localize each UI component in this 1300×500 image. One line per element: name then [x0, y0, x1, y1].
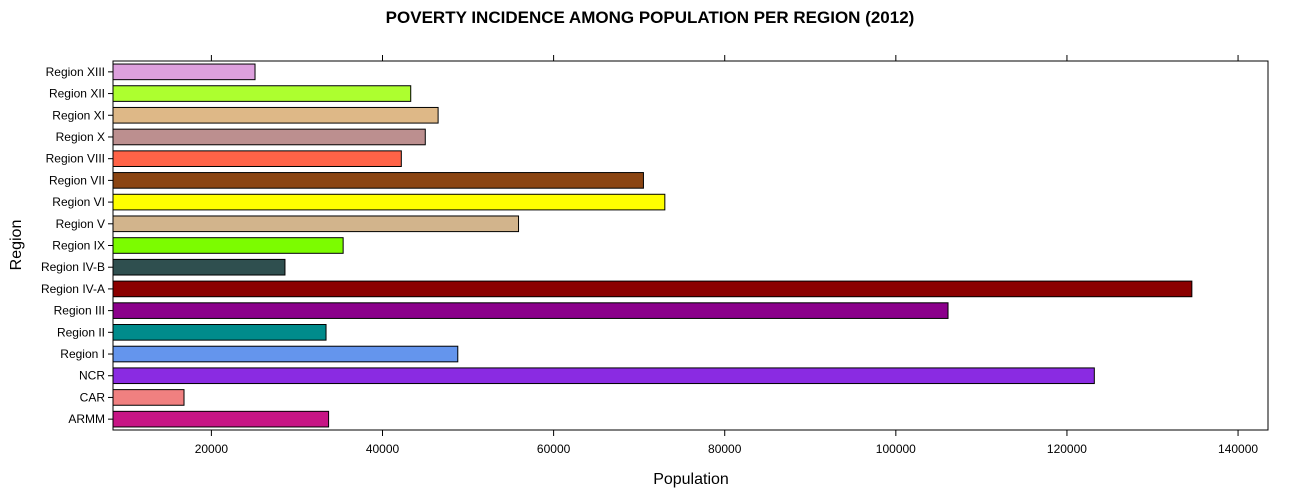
- x-tick-label: 20000: [195, 442, 229, 456]
- bar-region-iii: [112, 302, 949, 319]
- bar-ncr: [112, 367, 1095, 385]
- bars: [112, 63, 1193, 428]
- x-tick-label: 60000: [537, 442, 571, 456]
- bar-region-xii: [112, 85, 412, 102]
- y-tick-label: Region I: [60, 347, 105, 361]
- y-tick-label: Region XI: [52, 108, 105, 122]
- bar-region-viii: [112, 150, 402, 167]
- x-tick-label: 40000: [366, 442, 400, 456]
- y-tick-label: Region V: [56, 217, 105, 231]
- x-axis-title: Population: [653, 471, 729, 488]
- x-tick-label: 100000: [876, 442, 916, 456]
- y-tick-label: Region XIII: [46, 65, 105, 79]
- bar-region-ii: [112, 324, 327, 341]
- y-tick-label: CAR: [80, 390, 106, 404]
- bar-armm: [112, 410, 330, 428]
- y-tick-label: Region III: [54, 304, 105, 318]
- bar-region-i: [112, 345, 459, 363]
- y-tick-label: Region XII: [49, 87, 105, 101]
- x-tick-label: 120000: [1047, 442, 1087, 456]
- bar-region-xiii: [112, 63, 256, 81]
- y-tick-label: Region IV-B: [41, 260, 105, 274]
- bar-region-iv-b: [112, 258, 286, 276]
- bar-region-v: [112, 215, 520, 233]
- y-tick-label: NCR: [79, 369, 105, 383]
- y-tick-label: Region IV-A: [41, 282, 105, 296]
- bar-region-ix: [112, 237, 344, 254]
- y-tick-label: Region VI: [52, 195, 105, 209]
- chart-title: POVERTY INCIDENCE AMONG POPULATION PER R…: [386, 8, 915, 27]
- bar-region-vii: [112, 172, 644, 189]
- x-axis: 20000 40000 60000 80000 100000 120000 140000: [195, 55, 1258, 456]
- y-tick-label: Region X: [56, 130, 105, 144]
- bar-car: [112, 389, 185, 406]
- y-axis-title: Region: [8, 220, 25, 271]
- y-tick-label: ARMM: [68, 412, 105, 426]
- x-tick-label: 80000: [708, 442, 742, 456]
- bar-region-x: [112, 128, 426, 146]
- bar-region-xi: [112, 106, 439, 124]
- bar-region-vi: [112, 193, 666, 211]
- y-tick-label: Region VII: [49, 173, 105, 187]
- x-tick-label: 140000: [1218, 442, 1258, 456]
- y-tick-label: Region IX: [52, 239, 105, 253]
- y-axis: ARMM CAR NCR Region I Region II Region III Reg…: [41, 65, 113, 426]
- bar-region-iv-a: [112, 280, 1193, 298]
- y-tick-label: Region VIII: [46, 152, 105, 166]
- y-tick-label: Region II: [57, 325, 105, 339]
